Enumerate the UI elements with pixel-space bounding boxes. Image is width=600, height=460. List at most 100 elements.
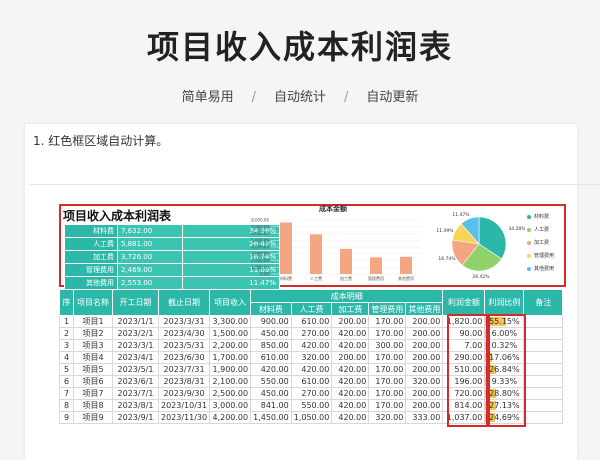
cell-remark[interactable] xyxy=(523,327,564,340)
cell-name[interactable]: 项目5 xyxy=(73,363,113,376)
cell-seq[interactable]: 9 xyxy=(59,411,74,424)
cell-cost[interactable]: 420.00 xyxy=(290,339,333,352)
cell-seq[interactable]: 1 xyxy=(59,315,74,328)
cell-profit[interactable]: 720.00 xyxy=(442,387,486,400)
cell-seq[interactable]: 2 xyxy=(59,327,74,340)
cell-remark[interactable] xyxy=(523,315,564,328)
cell-ratio[interactable]: 9.33% xyxy=(484,375,525,388)
cell-cost[interactable]: 610.00 xyxy=(290,375,333,388)
cell-name[interactable]: 项目4 xyxy=(73,351,113,364)
cell-income[interactable]: 3,000.00 xyxy=(209,399,252,412)
cell-income[interactable]: 2,200.00 xyxy=(209,339,252,352)
cell-income[interactable]: 1,500.00 xyxy=(209,327,252,340)
cell-name[interactable]: 项目1 xyxy=(73,315,113,328)
cell-cost[interactable]: 420.00 xyxy=(331,375,370,388)
cell-start[interactable]: 2023/6/1 xyxy=(112,375,159,388)
cell-profit[interactable]: 196.00 xyxy=(442,375,486,388)
cell-cost[interactable]: 420.00 xyxy=(290,363,333,376)
cell-start[interactable]: 2023/8/1 xyxy=(112,399,159,412)
cell-cost[interactable]: 420.00 xyxy=(250,363,292,376)
cell-cost[interactable]: 170.00 xyxy=(368,351,407,364)
cell-profit[interactable]: 90.00 xyxy=(442,327,486,340)
cell-cost[interactable]: 1,450.00 xyxy=(250,411,292,424)
cell-remark[interactable] xyxy=(523,351,564,364)
cell-cost[interactable]: 420.00 xyxy=(331,411,370,424)
cell-end[interactable]: 2023/7/31 xyxy=(157,363,211,376)
cell-cost[interactable]: 841.00 xyxy=(250,399,292,412)
cell-remark[interactable] xyxy=(523,387,564,400)
cell-cost[interactable]: 200.00 xyxy=(405,399,444,412)
cell-cost[interactable]: 320.00 xyxy=(290,351,333,364)
cell-seq[interactable]: 8 xyxy=(59,399,74,412)
cell-cost[interactable]: 200.00 xyxy=(405,327,444,340)
cell-profit[interactable]: 7.00 xyxy=(442,339,486,352)
cell-end[interactable]: 2023/8/31 xyxy=(157,375,211,388)
cell-profit[interactable]: 1,037.00 xyxy=(442,411,486,424)
cell-income[interactable]: 2,100.00 xyxy=(209,375,252,388)
cell-remark[interactable] xyxy=(523,411,564,424)
cell-cost[interactable]: 200.00 xyxy=(331,315,370,328)
cell-seq[interactable]: 6 xyxy=(59,375,74,388)
cell-end[interactable]: 2023/10/31 xyxy=(157,399,211,412)
cell-profit[interactable]: 290.00 xyxy=(442,351,486,364)
cell-cost[interactable]: 320.00 xyxy=(368,411,407,424)
cell-profit[interactable]: 814.00 xyxy=(442,399,486,412)
cell-cost[interactable]: 200.00 xyxy=(405,315,444,328)
cell-ratio[interactable]: 28.80% xyxy=(484,387,525,400)
cell-cost[interactable]: 270.00 xyxy=(290,327,333,340)
cell-start[interactable]: 2023/7/1 xyxy=(112,387,159,400)
cell-cost[interactable]: 200.00 xyxy=(405,351,444,364)
cell-ratio[interactable]: 24.69% xyxy=(484,411,525,424)
cell-remark[interactable] xyxy=(523,399,564,412)
cell-end[interactable]: 2023/11/30 xyxy=(157,411,211,424)
cell-name[interactable]: 项目3 xyxy=(73,339,113,352)
cell-ratio[interactable]: 17.06% xyxy=(484,351,525,364)
cell-seq[interactable]: 3 xyxy=(59,339,74,352)
cell-start[interactable]: 2023/9/1 xyxy=(112,411,159,424)
cell-profit[interactable]: 510.00 xyxy=(442,363,486,376)
cell-cost[interactable]: 610.00 xyxy=(290,315,333,328)
cell-cost[interactable]: 420.00 xyxy=(331,399,370,412)
cell-seq[interactable]: 7 xyxy=(59,387,74,400)
cell-end[interactable]: 2023/4/30 xyxy=(157,327,211,340)
cell-ratio[interactable]: 27.13% xyxy=(484,399,525,412)
cell-name[interactable]: 项目9 xyxy=(73,411,113,424)
cell-cost[interactable]: 200.00 xyxy=(405,387,444,400)
cell-seq[interactable]: 4 xyxy=(59,351,74,364)
cell-cost[interactable]: 550.00 xyxy=(250,375,292,388)
cell-income[interactable]: 4,200.00 xyxy=(209,411,252,424)
cell-remark[interactable] xyxy=(523,339,564,352)
cell-income[interactable]: 2,500.00 xyxy=(209,387,252,400)
cell-name[interactable]: 项目6 xyxy=(73,375,113,388)
cell-ratio[interactable]: 6.00% xyxy=(484,327,525,340)
cell-cost[interactable]: 170.00 xyxy=(368,399,407,412)
cell-cost[interactable]: 170.00 xyxy=(368,375,407,388)
cell-cost[interactable]: 200.00 xyxy=(405,339,444,352)
cell-ratio[interactable]: 26.84% xyxy=(484,363,525,376)
cell-name[interactable]: 项目7 xyxy=(73,387,113,400)
cell-cost[interactable]: 420.00 xyxy=(331,387,370,400)
cell-cost[interactable]: 450.00 xyxy=(250,387,292,400)
cell-cost[interactable]: 300.00 xyxy=(368,339,407,352)
cell-income[interactable]: 1,700.00 xyxy=(209,351,252,364)
cell-cost[interactable]: 900.00 xyxy=(250,315,292,328)
cell-end[interactable]: 2023/9/30 xyxy=(157,387,211,400)
cell-start[interactable]: 2023/1/1 xyxy=(112,315,159,328)
cell-cost[interactable]: 320.00 xyxy=(405,375,444,388)
cell-cost[interactable]: 420.00 xyxy=(331,327,370,340)
cell-cost[interactable]: 550.00 xyxy=(290,399,333,412)
cell-income[interactable]: 3,300.00 xyxy=(209,315,252,328)
cell-cost[interactable]: 610.00 xyxy=(250,351,292,364)
cell-cost[interactable]: 850.00 xyxy=(250,339,292,352)
cell-cost[interactable]: 200.00 xyxy=(331,351,370,364)
cell-profit[interactable]: 1,820.00 xyxy=(442,315,486,328)
cell-income[interactable]: 1,900.00 xyxy=(209,363,252,376)
cell-cost[interactable]: 170.00 xyxy=(368,363,407,376)
cell-ratio[interactable]: 55.15% xyxy=(484,315,525,328)
cell-remark[interactable] xyxy=(523,363,564,376)
cell-end[interactable]: 2023/5/31 xyxy=(157,339,211,352)
cell-cost[interactable]: 333.00 xyxy=(405,411,444,424)
cell-name[interactable]: 项目8 xyxy=(73,399,113,412)
cell-cost[interactable]: 1,050.00 xyxy=(290,411,333,424)
cell-end[interactable]: 2023/6/30 xyxy=(157,351,211,364)
